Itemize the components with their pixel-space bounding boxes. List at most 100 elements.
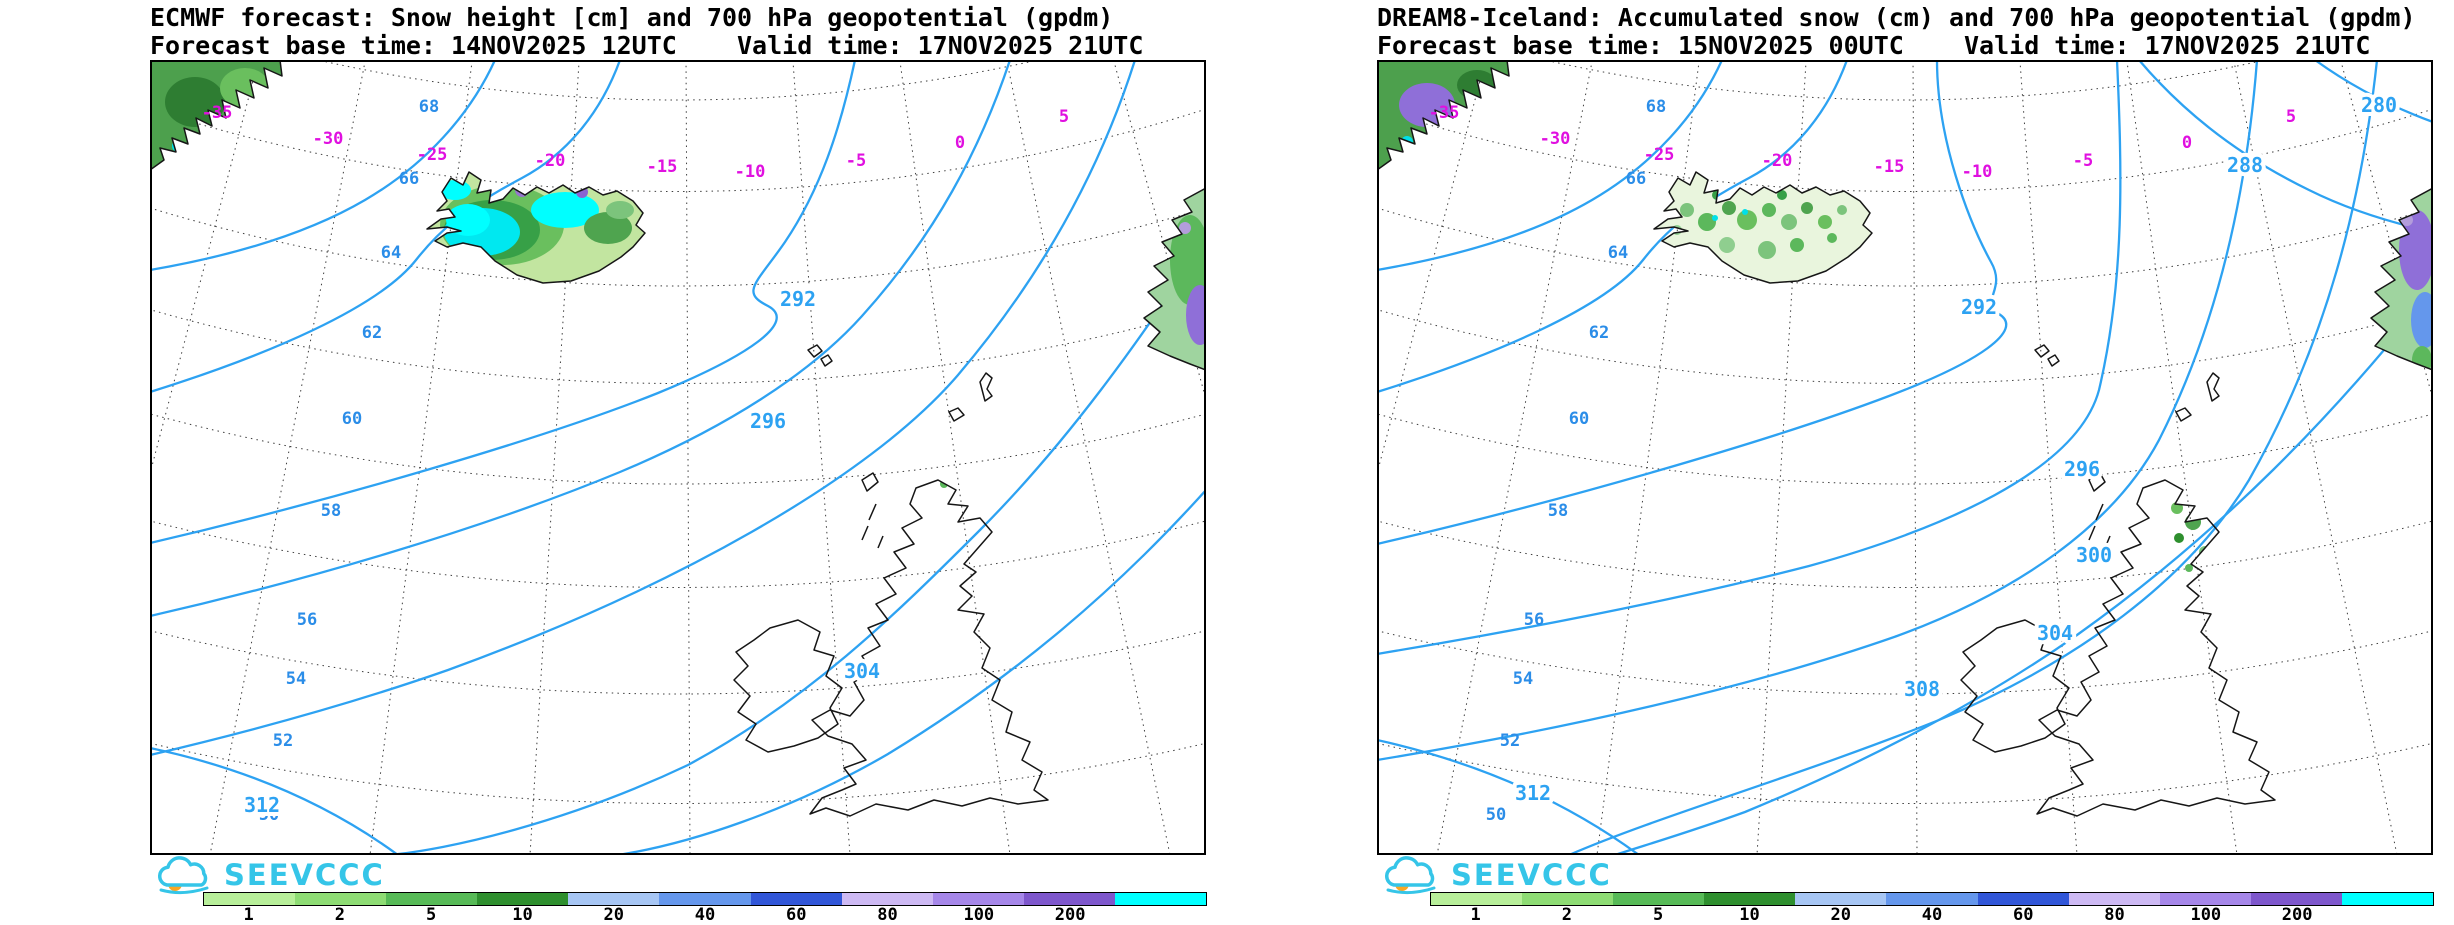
legend-segment: [2159, 893, 2251, 905]
legend-value-labels: 1 2 5 10 20 40 60 80 100 200: [203, 906, 1207, 924]
longitude-label: -25: [1644, 145, 1675, 165]
islands-coast: [807, 344, 993, 549]
legend-segment: [659, 893, 751, 905]
longitude-label: -20: [535, 151, 566, 171]
legend-value: 100: [2190, 905, 2222, 925]
legend-value: 60: [786, 905, 807, 925]
latitude-label: 66: [399, 169, 419, 189]
legend-segment: [2250, 893, 2342, 905]
latitude-labels: 68 66 64 62 60 58 56 54 52 50: [1486, 97, 1666, 825]
panel-ecmwf: ECMWF forecast: Snow height [cm] and 700…: [150, 3, 1207, 924]
legend-value: 2: [334, 905, 346, 925]
graticule-grid: [1377, 60, 2433, 855]
snow-scale-legend: 1 2 5 10 20 40 60 80 100 200: [1430, 892, 2434, 924]
seevccc-logo: SEEVCCC: [150, 856, 385, 895]
legend-value-labels: 1 2 5 10 20 40 60 80 100 200: [1430, 906, 2434, 924]
latitude-label: 62: [1589, 323, 1609, 343]
legend-value: 80: [2104, 905, 2125, 925]
latitude-label: 50: [259, 805, 279, 825]
latitude-label: 68: [419, 97, 439, 117]
seevccc-cloud-icon: [1385, 856, 1436, 895]
seevccc-logo: SEEVCCC: [1377, 856, 1612, 895]
map-frame: [1377, 60, 2433, 855]
contour-labels: 292 296 304 312: [240, 283, 884, 821]
longitude-labels: -35 -30 -25 -20 -15 -10 -5 0 5: [1429, 103, 2296, 182]
contour-label: 312: [1515, 781, 1551, 805]
map-frame: [150, 60, 1206, 855]
latitude-label: 56: [1524, 610, 1544, 630]
longitude-label: 0: [2182, 133, 2192, 153]
iceland-snow-fill: [427, 172, 645, 283]
legend-value: 20: [1830, 905, 1851, 925]
legend-value: 60: [2013, 905, 2034, 925]
legend-segment: [932, 893, 1024, 905]
contour-label: 280: [2361, 93, 2397, 117]
legend-value: 40: [1921, 905, 1943, 925]
legend-segment: [204, 893, 296, 905]
legend-segment: [750, 893, 842, 905]
legend-segment: [2068, 893, 2160, 905]
coastlines: [1377, 60, 2433, 817]
legend-segment: [841, 893, 933, 905]
latitude-label: 68: [1646, 97, 1666, 117]
latitude-label: 58: [1548, 501, 1568, 521]
longitude-label: -15: [1874, 157, 1905, 177]
legend-value: 1: [1470, 905, 1481, 925]
longitude-label: 0: [955, 133, 965, 153]
contour-label: 296: [750, 409, 786, 433]
longitude-label: -25: [417, 145, 448, 165]
legend-segment: [386, 893, 478, 905]
graticule-grid: [150, 60, 1206, 855]
contour-labels: 280 288 292 296 300 304 308 312: [1511, 89, 2401, 809]
legend-value: 10: [1739, 905, 1760, 925]
longitude-label: -5: [846, 151, 866, 171]
contour-label: 304: [2037, 621, 2073, 645]
panel-title: DREAM8-Iceland: Accumulated snow (cm) an…: [1377, 3, 2416, 32]
legend-color-bar: [203, 892, 1207, 906]
latitude-label: 62: [362, 323, 382, 343]
latitude-label: 66: [1626, 169, 1646, 189]
longitude-labels: -35 -30 -25 -20 -15 -10 -5 0 5: [202, 103, 1069, 182]
legend-segment: [568, 893, 660, 905]
latitude-labels: 68 66 64 62 60 58 56 54 52 50: [259, 97, 439, 825]
latitude-label: 60: [342, 409, 362, 429]
latitude-label: 52: [273, 731, 293, 751]
legend-segment: [1023, 893, 1115, 905]
legend-segment: [1431, 893, 1523, 905]
latitude-label: 64: [1608, 243, 1628, 263]
latitude-label: 54: [1513, 669, 1533, 689]
latitude-label: 58: [321, 501, 341, 521]
legend-segment: [1886, 893, 1978, 905]
panel-title: ECMWF forecast: Snow height [cm] and 700…: [150, 3, 1114, 32]
legend-segment: [2341, 893, 2434, 905]
snow-scale-legend: 1 2 5 10 20 40 60 80 100 200: [203, 892, 1207, 924]
geopotential-contours: [1377, 60, 2433, 855]
longitude-label: 5: [1059, 107, 1069, 127]
legend-value: 10: [512, 905, 533, 925]
latitude-label: 52: [1500, 731, 1520, 751]
geopotential-contours: [150, 60, 1206, 855]
longitude-label: -10: [1962, 162, 1993, 182]
legend-segment: [1114, 893, 1207, 905]
longitude-label: -30: [1540, 129, 1571, 149]
longitude-label: 5: [2286, 107, 2296, 127]
legend-value: 80: [877, 905, 898, 925]
contour-label: 292: [780, 287, 816, 311]
norway-snow-fill: [2371, 188, 2433, 370]
contour-label: 300: [2076, 543, 2112, 567]
latitude-label: 60: [1569, 409, 1589, 429]
longitude-label: -15: [647, 157, 678, 177]
iceland-snow-fill: [1654, 172, 1872, 283]
contour-label: 296: [2064, 457, 2100, 481]
latitude-label: 54: [286, 669, 306, 689]
longitude-label: -5: [2073, 151, 2093, 171]
britain-coast: [809, 479, 1049, 817]
britain-snow-fill: [2171, 502, 2240, 668]
legend-color-bar: [1430, 892, 2434, 906]
latitude-label: 56: [297, 610, 317, 630]
seevccc-logo-text: SEEVCCC: [224, 858, 385, 892]
longitude-label: -30: [313, 129, 344, 149]
contour-label: 292: [1961, 295, 1997, 319]
